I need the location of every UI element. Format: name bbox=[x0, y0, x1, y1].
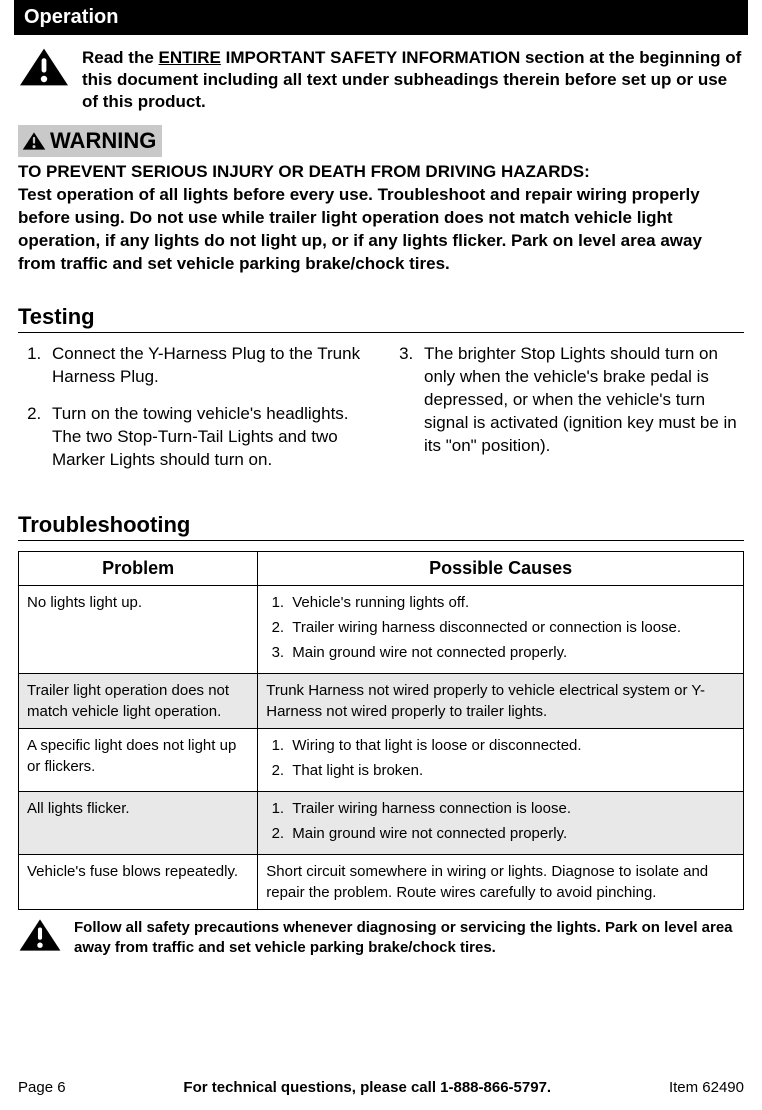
table-row: All lights flicker. Trailer wiring harnes… bbox=[19, 791, 744, 854]
table-row: Trailer light operation does not match v… bbox=[19, 673, 744, 728]
table-row: No lights light up.Vehicle's running lig… bbox=[19, 585, 744, 673]
warning-body: TO PREVENT SERIOUS INJURY OR DEATH FROM … bbox=[18, 161, 744, 276]
cause-item: Trailer wiring harness disconnected or c… bbox=[288, 617, 735, 638]
follow-precautions-row: Follow all safety precautions whenever d… bbox=[18, 918, 744, 959]
causes-cell: Trailer wiring harness connection is loo… bbox=[258, 791, 744, 854]
footer-phone: For technical questions, please call 1-8… bbox=[183, 1079, 551, 1096]
safety-intro-text: Read the ENTIRE IMPORTANT SAFETY INFORMA… bbox=[82, 47, 744, 113]
problem-cell: All lights flicker. bbox=[19, 791, 258, 854]
testing-steps-right: The brighter Stop Lights should turn on … bbox=[390, 343, 744, 458]
table-row: A specific light does not light up or fl… bbox=[19, 728, 744, 791]
cause-item: Trailer wiring harness connection is loo… bbox=[288, 798, 735, 819]
follow-precautions-text: Follow all safety precautions whenever d… bbox=[74, 918, 744, 959]
problem-cell: Vehicle's fuse blows repeatedly. bbox=[19, 854, 258, 909]
warning-text: Test operation of all lights before ever… bbox=[18, 185, 702, 273]
cause-item: Main ground wire not connected properly. bbox=[288, 642, 735, 663]
footer-page: Page 6 bbox=[18, 1079, 66, 1096]
testing-columns: Connect the Y-Harness Plug to the Trunk … bbox=[18, 343, 744, 486]
causes-cell: Trunk Harness not wired properly to vehi… bbox=[258, 673, 744, 728]
table-row: Vehicle's fuse blows repeatedly.Short ci… bbox=[19, 854, 744, 909]
testing-step: Turn on the towing vehicle's headlights.… bbox=[46, 403, 372, 472]
causes-list: Trailer wiring harness connection is loo… bbox=[266, 798, 735, 844]
testing-col-right: The brighter Stop Lights should turn on … bbox=[390, 343, 744, 486]
troubleshooting-heading: Troubleshooting bbox=[18, 512, 744, 541]
safety-intro-row: Read the ENTIRE IMPORTANT SAFETY INFORMA… bbox=[18, 47, 744, 113]
col-problem-header: Problem bbox=[19, 551, 258, 585]
problem-cell: Trailer light operation does not match v… bbox=[19, 673, 258, 728]
alert-triangle-icon bbox=[18, 918, 62, 952]
alert-triangle-small-icon bbox=[22, 131, 46, 151]
causes-cell: Wiring to that light is loose or disconn… bbox=[258, 728, 744, 791]
cause-item: That light is broken. bbox=[288, 760, 735, 781]
problem-cell: No lights light up. bbox=[19, 585, 258, 673]
warning-badge: WARNING bbox=[18, 125, 162, 157]
cause-item: Vehicle's running lights off. bbox=[288, 592, 735, 613]
cause-item: Wiring to that light is loose or disconn… bbox=[288, 735, 735, 756]
col-causes-header: Possible Causes bbox=[258, 551, 744, 585]
testing-heading: Testing bbox=[18, 304, 744, 333]
troubleshooting-table: Problem Possible Causes No lights light … bbox=[18, 551, 744, 910]
footer-item: Item 62490 bbox=[669, 1079, 744, 1096]
table-header-row: Problem Possible Causes bbox=[19, 551, 744, 585]
problem-cell: A specific light does not light up or fl… bbox=[19, 728, 258, 791]
testing-steps-left: Connect the Y-Harness Plug to the Trunk … bbox=[18, 343, 372, 472]
causes-cell: Vehicle's running lights off. Trailer wir… bbox=[258, 585, 744, 673]
testing-step: The brighter Stop Lights should turn on … bbox=[418, 343, 744, 458]
warning-heading: TO PREVENT SERIOUS INJURY OR DEATH FROM … bbox=[18, 162, 590, 181]
causes-list: Wiring to that light is loose or disconn… bbox=[266, 735, 735, 781]
page: Operation Read the ENTIRE IMPORTANT SAFE… bbox=[0, 0, 762, 1110]
safety-intro-pre: Read the bbox=[82, 48, 159, 67]
testing-col-left: Connect the Y-Harness Plug to the Trunk … bbox=[18, 343, 372, 486]
cause-item: Main ground wire not connected properly. bbox=[288, 823, 735, 844]
page-footer: Page 6 For technical questions, please c… bbox=[18, 1079, 744, 1096]
alert-triangle-icon bbox=[18, 47, 70, 87]
safety-intro-underlined: ENTIRE bbox=[159, 48, 221, 67]
testing-step: Connect the Y-Harness Plug to the Trunk … bbox=[46, 343, 372, 389]
section-title-bar: Operation bbox=[14, 0, 748, 35]
causes-list: Vehicle's running lights off. Trailer wir… bbox=[266, 592, 735, 663]
causes-cell: Short circuit somewhere in wiring or lig… bbox=[258, 854, 744, 909]
warning-label: WARNING bbox=[50, 128, 156, 154]
